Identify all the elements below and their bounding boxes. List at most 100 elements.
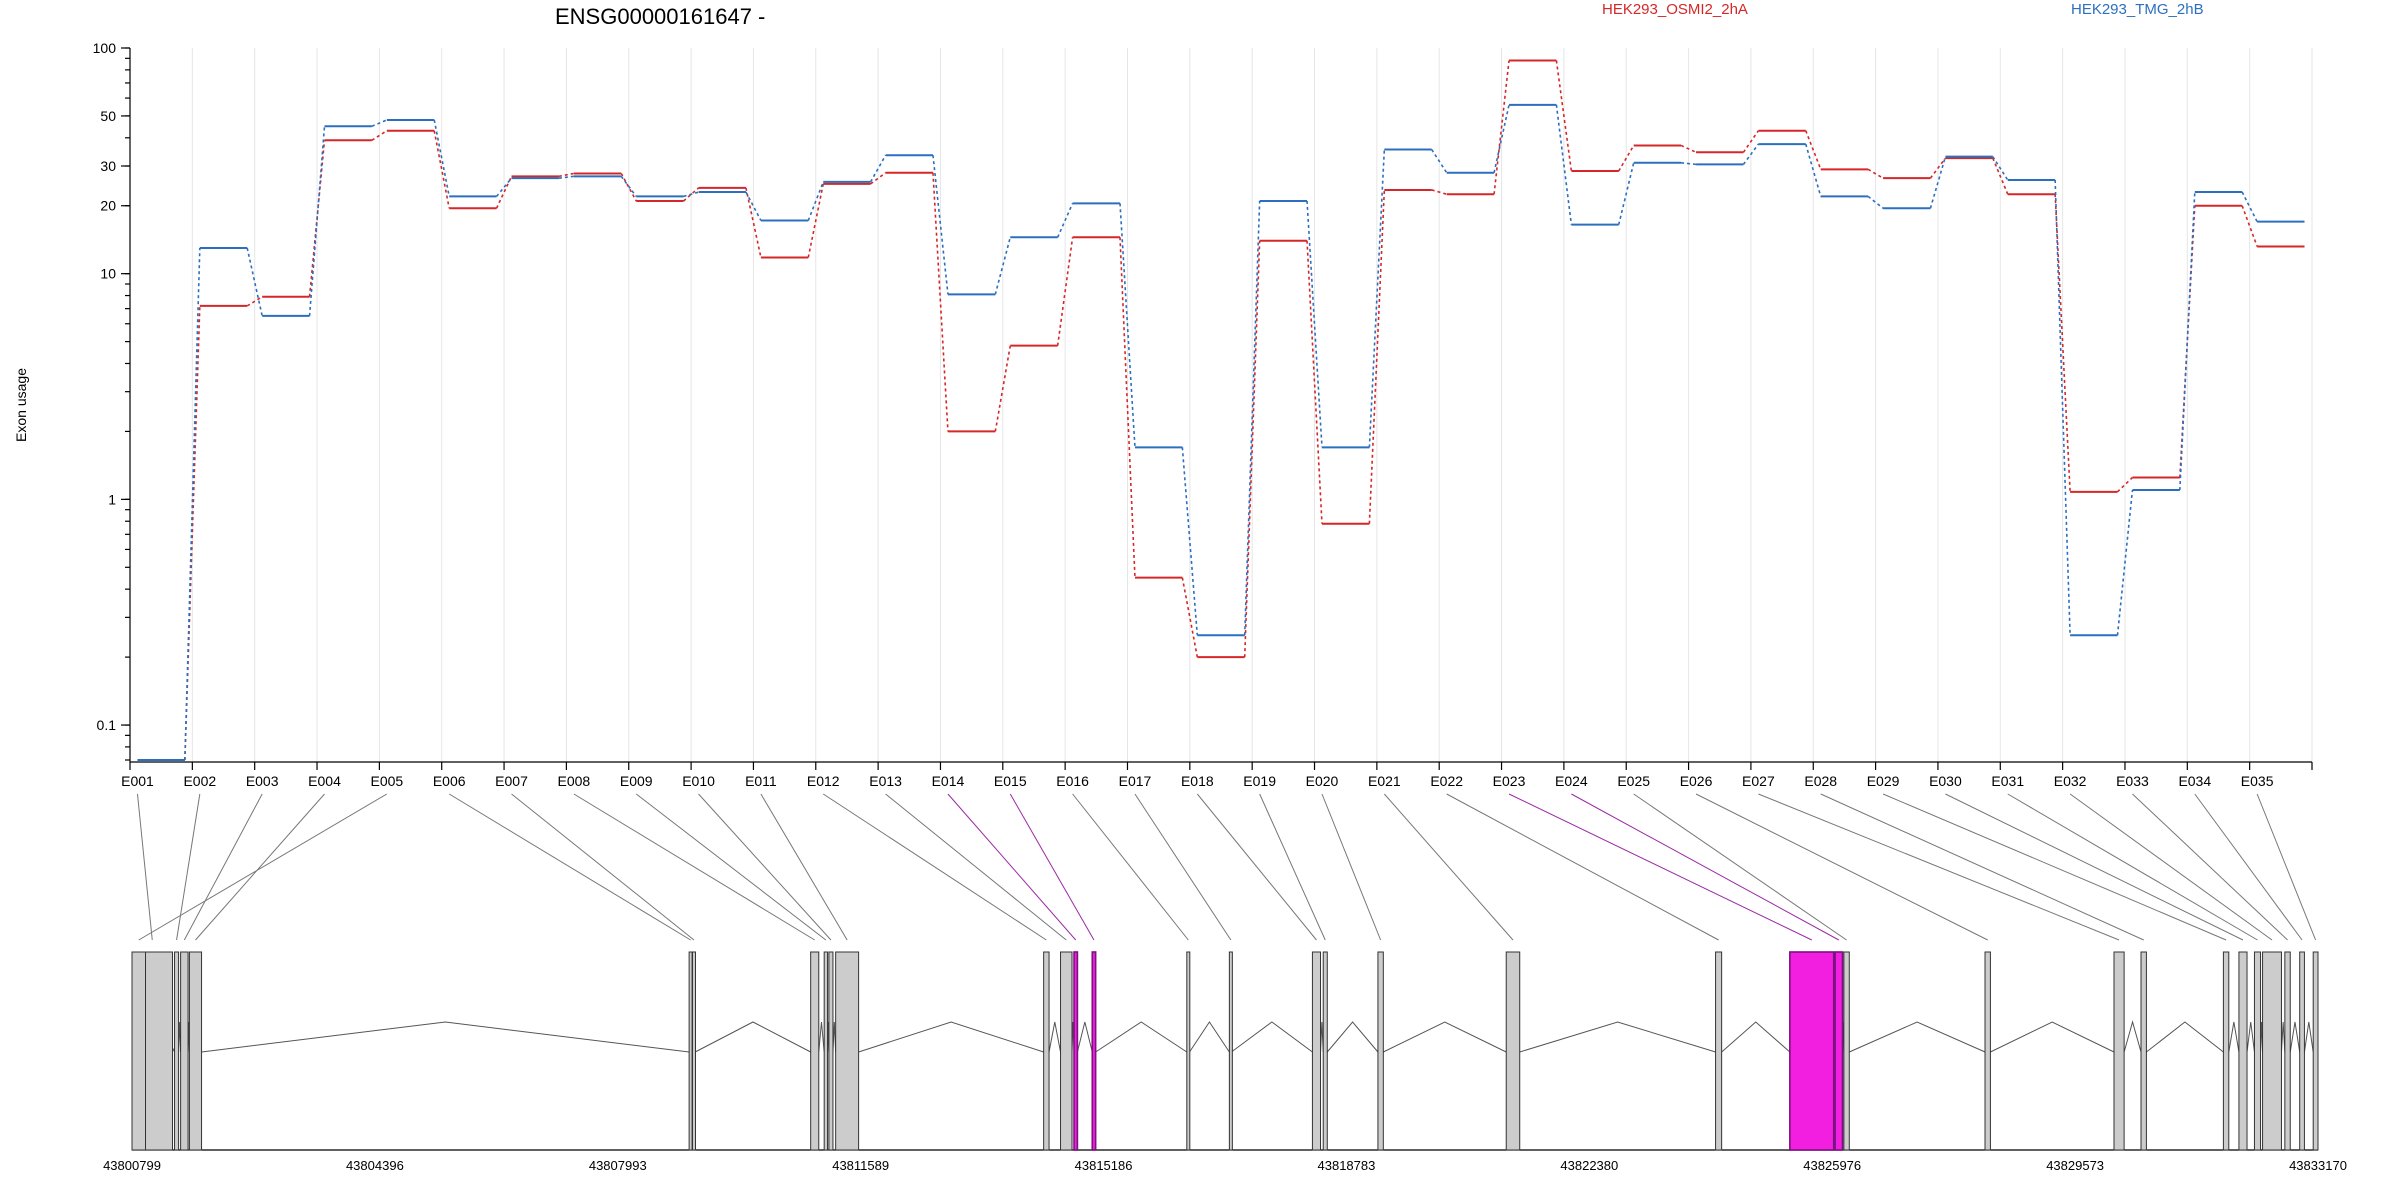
exon-label-e015: E015 bbox=[994, 773, 1027, 789]
series-connector bbox=[807, 183, 825, 258]
y-tick-label: 100 bbox=[93, 40, 117, 56]
connector-e008 bbox=[573, 793, 815, 941]
legend-series-a: HEK293_OSMI2_2hA bbox=[1602, 1, 1748, 18]
coordinate-label: 43804396 bbox=[346, 1158, 404, 1173]
exon-box-e025 bbox=[1843, 951, 1850, 1151]
series-lines bbox=[137, 59, 2305, 761]
exon-label-e031: E031 bbox=[1991, 773, 2024, 789]
intron-line bbox=[1231, 1021, 1313, 1053]
intron-line bbox=[2123, 1020, 2142, 1053]
series-connector bbox=[620, 173, 637, 202]
exon-label-e018: E018 bbox=[1181, 773, 1214, 789]
connector-e020 bbox=[1321, 793, 1382, 941]
exon-box-e027 bbox=[2113, 951, 2125, 1151]
series-connector bbox=[932, 172, 949, 432]
exon-box-e032 bbox=[2262, 951, 2282, 1151]
series-connector bbox=[2054, 194, 2071, 492]
connector-e004 bbox=[195, 793, 325, 941]
series-connector bbox=[1929, 157, 1947, 179]
exon-box-e011 bbox=[835, 951, 860, 1151]
series-connector bbox=[1680, 144, 1697, 154]
connector-e026 bbox=[1695, 793, 1988, 941]
grid-lines bbox=[129, 48, 2313, 762]
exon-box-e005 bbox=[131, 951, 147, 1151]
series-connector bbox=[308, 126, 326, 316]
exon-box-e026 bbox=[1984, 951, 1991, 1151]
exon-box-e028 bbox=[2140, 951, 2147, 1151]
exon-label-e006: E006 bbox=[433, 773, 466, 789]
coordinate-label: 43815186 bbox=[1075, 1158, 1133, 1173]
connector-e034 bbox=[2194, 793, 2303, 941]
exon-box-e016 bbox=[1186, 951, 1191, 1151]
connector-e030 bbox=[1945, 793, 2244, 941]
exon-label-e013: E013 bbox=[869, 773, 902, 789]
series-connector bbox=[1306, 240, 1323, 524]
exon-label-e010: E010 bbox=[682, 773, 715, 789]
exon-box-e002 bbox=[174, 951, 180, 1151]
exon-label-e024: E024 bbox=[1555, 773, 1588, 789]
exon-box-e008 bbox=[810, 951, 820, 1151]
series-connector bbox=[869, 154, 887, 183]
exon-box-e029 bbox=[2222, 951, 2230, 1151]
exon-label-e017: E017 bbox=[1119, 773, 1152, 789]
series-connector bbox=[1929, 156, 1947, 209]
connector-e028 bbox=[1820, 793, 2144, 941]
series-connector bbox=[1119, 237, 1136, 578]
intron-line bbox=[1048, 1021, 1062, 1053]
series-connector bbox=[1306, 200, 1323, 448]
intron-line bbox=[694, 1021, 811, 1053]
exon-label-e004: E004 bbox=[308, 773, 341, 789]
series-connector bbox=[246, 296, 263, 307]
series-connector bbox=[184, 247, 201, 761]
exon-label-e026: E026 bbox=[1680, 773, 1713, 789]
series-connector bbox=[807, 181, 824, 221]
intron-line bbox=[2303, 1021, 2314, 1053]
intron-line bbox=[2280, 1021, 2286, 1053]
series-connector bbox=[1681, 161, 1697, 166]
exon-label-e020: E020 bbox=[1306, 773, 1339, 789]
series-connector bbox=[1555, 104, 1573, 225]
intron-line bbox=[818, 1021, 825, 1053]
series-connector bbox=[1056, 237, 1074, 346]
intron-line bbox=[1076, 1021, 1093, 1053]
series-connector bbox=[1493, 60, 1510, 195]
exon-label-e033: E033 bbox=[2116, 773, 2149, 789]
exon-label-e032: E032 bbox=[2054, 773, 2087, 789]
series-connector bbox=[994, 345, 1012, 432]
intron-line bbox=[2289, 1021, 2301, 1053]
intron-line bbox=[2146, 1021, 2224, 1053]
y-tick-label: 10 bbox=[100, 266, 116, 282]
exon-label-e019: E019 bbox=[1243, 773, 1276, 789]
exon-box-e030 bbox=[2238, 951, 2248, 1151]
connector-e003 bbox=[183, 793, 263, 941]
exon-box-e006 bbox=[688, 951, 693, 1151]
coordinate-label: 43800799 bbox=[103, 1158, 161, 1173]
exon-label-e007: E007 bbox=[495, 773, 528, 789]
series-connector bbox=[1181, 447, 1199, 636]
exon-box-e024 bbox=[1834, 951, 1844, 1151]
exon-label-e030: E030 bbox=[1929, 773, 1962, 789]
series-connector bbox=[1368, 149, 1386, 448]
exon-label-e016: E016 bbox=[1056, 773, 1089, 789]
series-connector bbox=[994, 237, 1012, 295]
coordinate-label: 43807993 bbox=[589, 1158, 647, 1173]
exon-label-e014: E014 bbox=[932, 773, 965, 789]
exon-label-e025: E025 bbox=[1617, 773, 1650, 789]
series-connector bbox=[1368, 189, 1386, 524]
exon-box-e012 bbox=[1043, 951, 1050, 1151]
exon-box-e034 bbox=[2299, 951, 2305, 1151]
chart-title: ENSG00000161647 - bbox=[555, 4, 765, 29]
legend-series-b: HEK293_TMG_2hB bbox=[2071, 1, 2204, 18]
intron-line bbox=[201, 1021, 690, 1053]
y-axis-label: Exon usage bbox=[13, 368, 29, 442]
connector-e013 bbox=[885, 793, 1067, 941]
connector-e005 bbox=[138, 793, 388, 941]
exon-label-e029: E029 bbox=[1867, 773, 1900, 789]
coordinate-label: 43822380 bbox=[1560, 1158, 1618, 1173]
series-connector bbox=[1555, 60, 1573, 172]
series-connector bbox=[2179, 192, 2196, 491]
exon-box-e010 bbox=[828, 951, 834, 1151]
y-tick-label: 50 bbox=[100, 108, 116, 124]
connector-e032 bbox=[2069, 793, 2273, 941]
exon-box-e018 bbox=[1311, 951, 1322, 1151]
